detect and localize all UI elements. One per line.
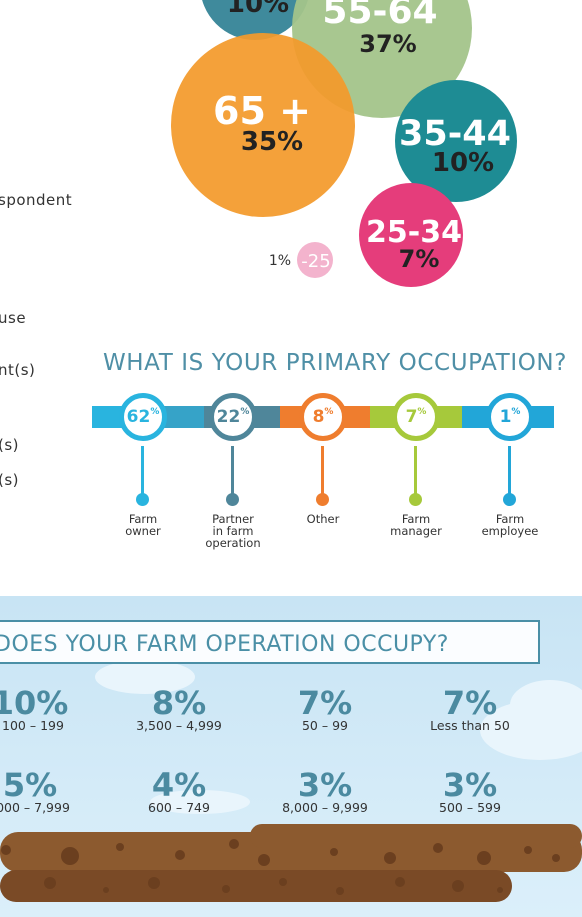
bubble-35-44-label: 35-44 [399,114,511,154]
acres-stat-pct: 5% [2,766,58,804]
occupation-stem [508,446,511,496]
occupation-stem [231,446,234,496]
occupation-dot [503,493,516,506]
occupation-unit: % [417,407,427,417]
acres-stat-pct: 7% [442,684,498,722]
occupation-value-circle: 62% [119,393,167,441]
occupation-unit: % [240,407,250,417]
acres-stat-range: Less than 50 [430,718,510,733]
acres-stat-range: 100 – 199 [2,718,64,733]
acres-stat-pct: 3% [297,766,353,804]
bubble-under-25 [297,242,333,278]
occupation-value-circle: 7% [392,393,440,441]
soil-pebbles [1,839,560,895]
occupation-value-circle: 22% [209,393,257,441]
acres-stat-range: 000 – 7,999 [0,800,70,815]
occupation-label: Other [306,512,340,526]
age-bubble-chart: 10% 55-64 37% 65 + 35% 35-44 10% 25-34 7… [171,0,517,287]
acres-title-box [0,620,540,664]
cloud [150,790,250,814]
acres-stat-pct: 7% [297,684,353,722]
left-fragment-1: spondent [0,191,73,209]
acres-stat-range: 3,500 – 4,999 [136,718,222,733]
soil-bumps [250,824,582,848]
bubble-55-64-label: 55-64 [322,0,437,32]
acres-stat-pct: 10% [0,684,69,722]
occupation-stem [141,446,144,496]
occupation-stem [321,446,324,496]
occupation-label: Farm employee [481,512,539,538]
cloud [510,680,582,730]
occupation-value: 7 [405,407,418,427]
occupation-unit: % [150,407,160,417]
occupation-value: 22 [216,407,241,427]
occupation-value: 1 [499,407,512,427]
occupation-unit: % [511,407,521,417]
bubble-under-25-pct: 1% [269,253,291,269]
left-fragment-3: nt(s) [0,361,36,379]
occupation-value: 62 [126,407,151,427]
soil-layer-bottom [0,870,512,902]
acres-stat-range: 500 – 599 [439,800,501,815]
occupation-dot [409,493,422,506]
bubble-35-44-pct: 10% [432,148,494,178]
acres-stat-range: 8,000 – 9,999 [282,800,368,815]
occupation-unit: % [324,407,334,417]
occupation-stem [414,446,417,496]
occupation-value-circle: 1% [486,393,534,441]
acres-stat-pct: 4% [151,766,207,804]
acres-stat-pct: 8% [151,684,207,722]
bubble-45-54 [202,0,308,40]
acres-stat-range: 50 – 99 [301,718,348,733]
occupation-dot [226,493,239,506]
occupation-dot [316,493,329,506]
bubble-25-34 [359,183,463,287]
left-fragment-4: (s) [0,436,20,454]
left-fragment-2: use [0,309,27,327]
acres-stat-pct: 3% [442,766,498,804]
bubble-55-64-pct: 37% [359,30,416,58]
soil-illustration [0,824,582,902]
cloud [95,660,195,694]
bubble-65-plus [171,33,355,217]
bubble-25-34-pct: 7% [399,245,440,273]
occupation-dot [136,493,149,506]
occupation-value-circle: 8% [299,393,347,441]
bubble-65-label: 65 + [213,89,311,133]
bubble-under-25-label: -25 [301,251,330,272]
occupation-label: Partner in farm operation [205,512,261,550]
occupation-title: WHAT IS YOUR PRIMARY OCCUPATION? [102,350,568,376]
bubble-25-34-label: 25-34 [366,215,462,250]
bubble-45-54-pct: 10% [227,0,289,19]
bubble-65-pct: 35% [241,127,303,157]
occupation-label: Farm manager [390,512,442,538]
occupation-value: 8 [312,407,325,427]
bubble-35-44 [395,80,517,202]
occupation-label: Farm owner [125,512,161,538]
acres-title: DOES YOUR FARM OPERATION OCCUPY? [0,632,449,657]
left-fragment-5: (s) [0,471,20,489]
acres-stat-range: 600 – 749 [148,800,210,815]
